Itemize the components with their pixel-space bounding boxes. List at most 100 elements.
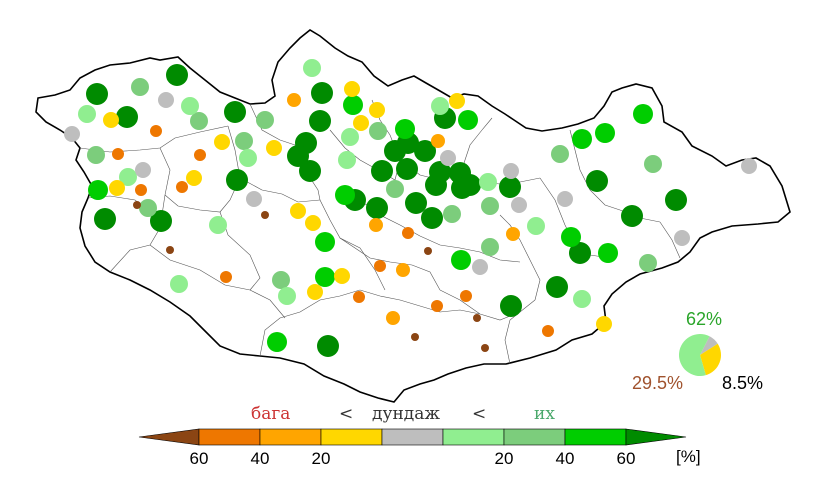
station bbox=[338, 151, 356, 169]
legend-low-label: бага bbox=[251, 404, 291, 424]
stations-dry-20 bbox=[103, 81, 612, 332]
station bbox=[644, 155, 662, 173]
station bbox=[503, 163, 519, 179]
station bbox=[303, 59, 321, 77]
station bbox=[78, 105, 96, 123]
scale-tick-label: 40 bbox=[250, 449, 270, 468]
station bbox=[374, 260, 386, 272]
station bbox=[150, 125, 162, 137]
scale-bin bbox=[320, 428, 383, 446]
station bbox=[214, 134, 230, 150]
station bbox=[460, 290, 472, 302]
station bbox=[443, 205, 461, 223]
station bbox=[266, 140, 282, 156]
station bbox=[421, 207, 443, 229]
station bbox=[369, 218, 383, 232]
color-scale-bar bbox=[138, 428, 687, 446]
station bbox=[344, 81, 360, 97]
station bbox=[451, 250, 471, 270]
station bbox=[299, 160, 321, 182]
station bbox=[353, 115, 369, 131]
station bbox=[290, 203, 306, 219]
scale-tick-label: 40 bbox=[555, 449, 575, 468]
station bbox=[135, 184, 147, 196]
station bbox=[190, 112, 208, 130]
scale-tick-label: 20 bbox=[311, 449, 331, 468]
station bbox=[396, 263, 410, 277]
scale-bin bbox=[442, 428, 505, 446]
station bbox=[119, 168, 137, 186]
scale-bin bbox=[198, 428, 261, 446]
station bbox=[572, 129, 592, 149]
station bbox=[158, 92, 174, 108]
station bbox=[278, 287, 296, 305]
legend-mid-label: дундаж bbox=[372, 404, 441, 424]
station bbox=[87, 146, 105, 164]
station bbox=[150, 210, 172, 232]
stations-wet-60 bbox=[88, 95, 653, 352]
station bbox=[546, 276, 568, 298]
station bbox=[261, 211, 269, 219]
station bbox=[449, 93, 465, 109]
station bbox=[440, 150, 456, 166]
station bbox=[395, 119, 415, 139]
scale-bin bbox=[381, 428, 444, 446]
station bbox=[353, 291, 365, 303]
station bbox=[239, 149, 257, 167]
station bbox=[458, 110, 478, 130]
station bbox=[64, 126, 80, 142]
station bbox=[317, 335, 339, 357]
stations-dry-60 bbox=[112, 125, 554, 337]
station bbox=[305, 215, 321, 231]
station bbox=[741, 158, 757, 174]
station bbox=[396, 158, 418, 180]
station bbox=[569, 242, 591, 264]
station bbox=[88, 180, 108, 200]
scale-tick-label: 20 bbox=[494, 449, 514, 468]
station bbox=[334, 268, 350, 284]
stations-wet-40 bbox=[87, 78, 662, 289]
station bbox=[139, 199, 157, 217]
stations-wet-20 bbox=[78, 59, 591, 308]
station bbox=[506, 227, 520, 241]
station bbox=[341, 128, 359, 146]
station bbox=[246, 191, 262, 207]
station bbox=[369, 102, 385, 118]
legend-high-label: их bbox=[534, 404, 555, 424]
scale-bin bbox=[564, 428, 627, 446]
station bbox=[633, 104, 653, 124]
station bbox=[335, 185, 355, 205]
station bbox=[307, 284, 323, 300]
station bbox=[366, 197, 388, 219]
station bbox=[386, 311, 400, 325]
station bbox=[402, 227, 414, 239]
station bbox=[596, 316, 612, 332]
station bbox=[411, 333, 419, 341]
stations-normal bbox=[64, 92, 757, 275]
station bbox=[181, 97, 199, 115]
station bbox=[481, 344, 489, 352]
station bbox=[267, 332, 287, 352]
scale-bin bbox=[259, 428, 322, 446]
station bbox=[112, 148, 124, 160]
station bbox=[472, 259, 488, 275]
station bbox=[414, 140, 436, 162]
station bbox=[86, 83, 108, 105]
summary-pie bbox=[678, 333, 721, 377]
station bbox=[109, 180, 125, 196]
province-borders bbox=[79, 99, 681, 365]
station bbox=[429, 161, 451, 183]
station bbox=[220, 271, 232, 283]
station bbox=[116, 106, 138, 128]
station bbox=[369, 122, 387, 140]
station bbox=[639, 254, 657, 272]
station bbox=[315, 232, 335, 252]
station bbox=[103, 112, 119, 128]
station bbox=[595, 123, 615, 143]
pie-slice-dry bbox=[700, 343, 721, 376]
station bbox=[674, 230, 690, 246]
stations-dry-40 bbox=[287, 93, 520, 325]
station bbox=[479, 173, 497, 191]
station bbox=[235, 132, 253, 150]
station bbox=[665, 189, 687, 211]
